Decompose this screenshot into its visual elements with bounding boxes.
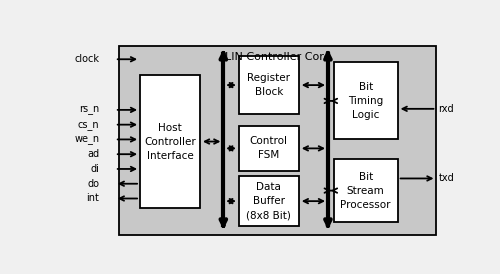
Text: clock: clock — [74, 54, 100, 64]
Text: we_n: we_n — [74, 135, 100, 144]
Text: Host
Controller
Interface: Host Controller Interface — [144, 122, 196, 161]
Text: Register
Block: Register Block — [248, 73, 290, 97]
Bar — [334, 159, 398, 222]
Text: rs_n: rs_n — [79, 105, 100, 115]
Bar — [239, 176, 299, 226]
Text: di: di — [90, 164, 100, 174]
Text: Data
Buffer
(8x8 Bit): Data Buffer (8x8 Bit) — [246, 182, 292, 220]
Bar — [118, 45, 436, 235]
Text: txd: txd — [438, 173, 454, 184]
Bar — [239, 126, 299, 171]
Text: Bit
Timing
Logic: Bit Timing Logic — [348, 82, 384, 120]
Text: int: int — [86, 193, 100, 204]
Bar — [239, 56, 299, 114]
Text: rxd: rxd — [438, 104, 454, 114]
Text: LIN Controller Core: LIN Controller Core — [225, 52, 330, 62]
Bar — [334, 62, 398, 139]
Text: ad: ad — [87, 149, 100, 159]
Text: Bit
Stream
Processor: Bit Stream Processor — [340, 172, 391, 210]
Bar — [140, 75, 200, 208]
Text: Control
FSM: Control FSM — [250, 136, 288, 160]
Text: do: do — [88, 179, 100, 189]
Text: cs_n: cs_n — [78, 120, 100, 130]
